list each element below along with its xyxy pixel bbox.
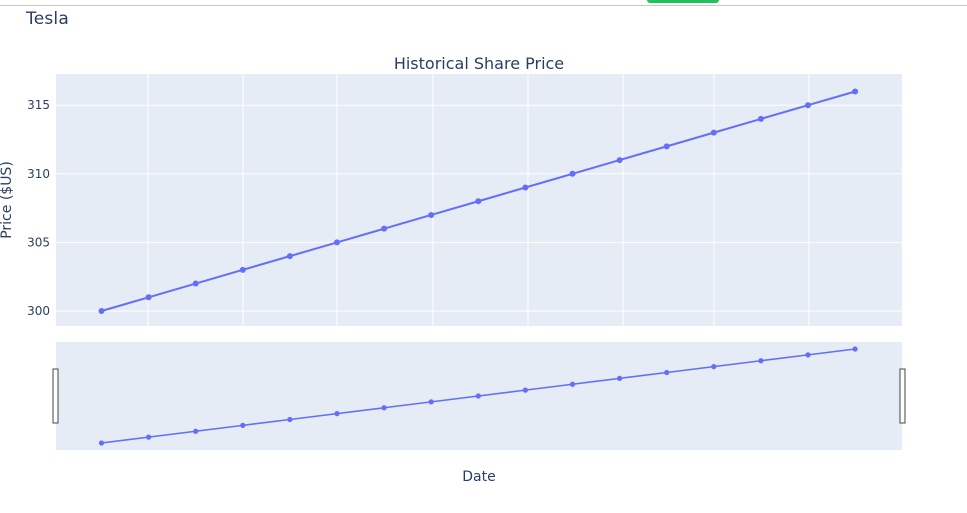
- price-point[interactable]: [192, 280, 199, 287]
- chart-title: Historical Share Price: [394, 54, 564, 73]
- price-point[interactable]: [852, 88, 859, 95]
- price-point[interactable]: [569, 170, 576, 177]
- range-slider-point: [569, 381, 576, 387]
- y-tick-label: 315: [27, 98, 50, 112]
- price-point[interactable]: [522, 184, 529, 191]
- price-point[interactable]: [428, 211, 435, 218]
- active-tab-indicator[interactable]: [647, 0, 719, 3]
- range-slider-point: [428, 399, 434, 405]
- range-slider-point: [711, 364, 717, 370]
- price-point[interactable]: [757, 115, 764, 122]
- price-point[interactable]: [98, 308, 105, 314]
- range-slider-point: [522, 387, 529, 393]
- range-slider-point: [758, 358, 764, 364]
- range-slider-point: [617, 375, 623, 381]
- range-slider-point: [146, 434, 152, 440]
- range-slider-point: [381, 405, 387, 411]
- price-point[interactable]: [239, 266, 246, 273]
- price-point[interactable]: [663, 143, 670, 150]
- price-point[interactable]: [710, 129, 717, 136]
- range-slider-point: [98, 440, 105, 446]
- range-slider-point: [193, 428, 199, 434]
- range-slider-markers: [98, 346, 858, 446]
- price-point[interactable]: [381, 225, 388, 232]
- price-point[interactable]: [145, 294, 152, 301]
- y-tick-labels: 300 305 310 315: [27, 98, 50, 318]
- x-axis-label: Date: [462, 469, 495, 485]
- range-slider-point: [805, 352, 811, 358]
- price-point[interactable]: [286, 253, 293, 260]
- price-point[interactable]: [805, 102, 811, 109]
- range-slider-left-handle[interactable]: [52, 368, 59, 424]
- range-slider-point: [475, 393, 481, 399]
- y-axis-label: Price ($US): [0, 161, 15, 239]
- top-divider: [0, 5, 967, 6]
- price-point[interactable]: [616, 157, 623, 164]
- main-vertical-gridlines: [147, 74, 810, 326]
- range-slider-point: [334, 411, 340, 417]
- range-slider-right-handle[interactable]: [899, 368, 906, 424]
- price-series-markers: [98, 88, 859, 314]
- range-slider-point: [287, 416, 293, 423]
- price-point[interactable]: [475, 198, 482, 205]
- range-slider-point: [664, 369, 670, 376]
- y-tick-label: 310: [27, 167, 50, 181]
- main-horizontal-gridlines: [56, 104, 902, 312]
- range-slider-point: [852, 346, 858, 352]
- range-slider-point: [240, 422, 246, 428]
- price-point[interactable]: [334, 239, 340, 246]
- page-heading: Tesla: [26, 9, 69, 29]
- y-tick-label: 300: [27, 304, 50, 318]
- y-tick-label: 305: [27, 235, 50, 249]
